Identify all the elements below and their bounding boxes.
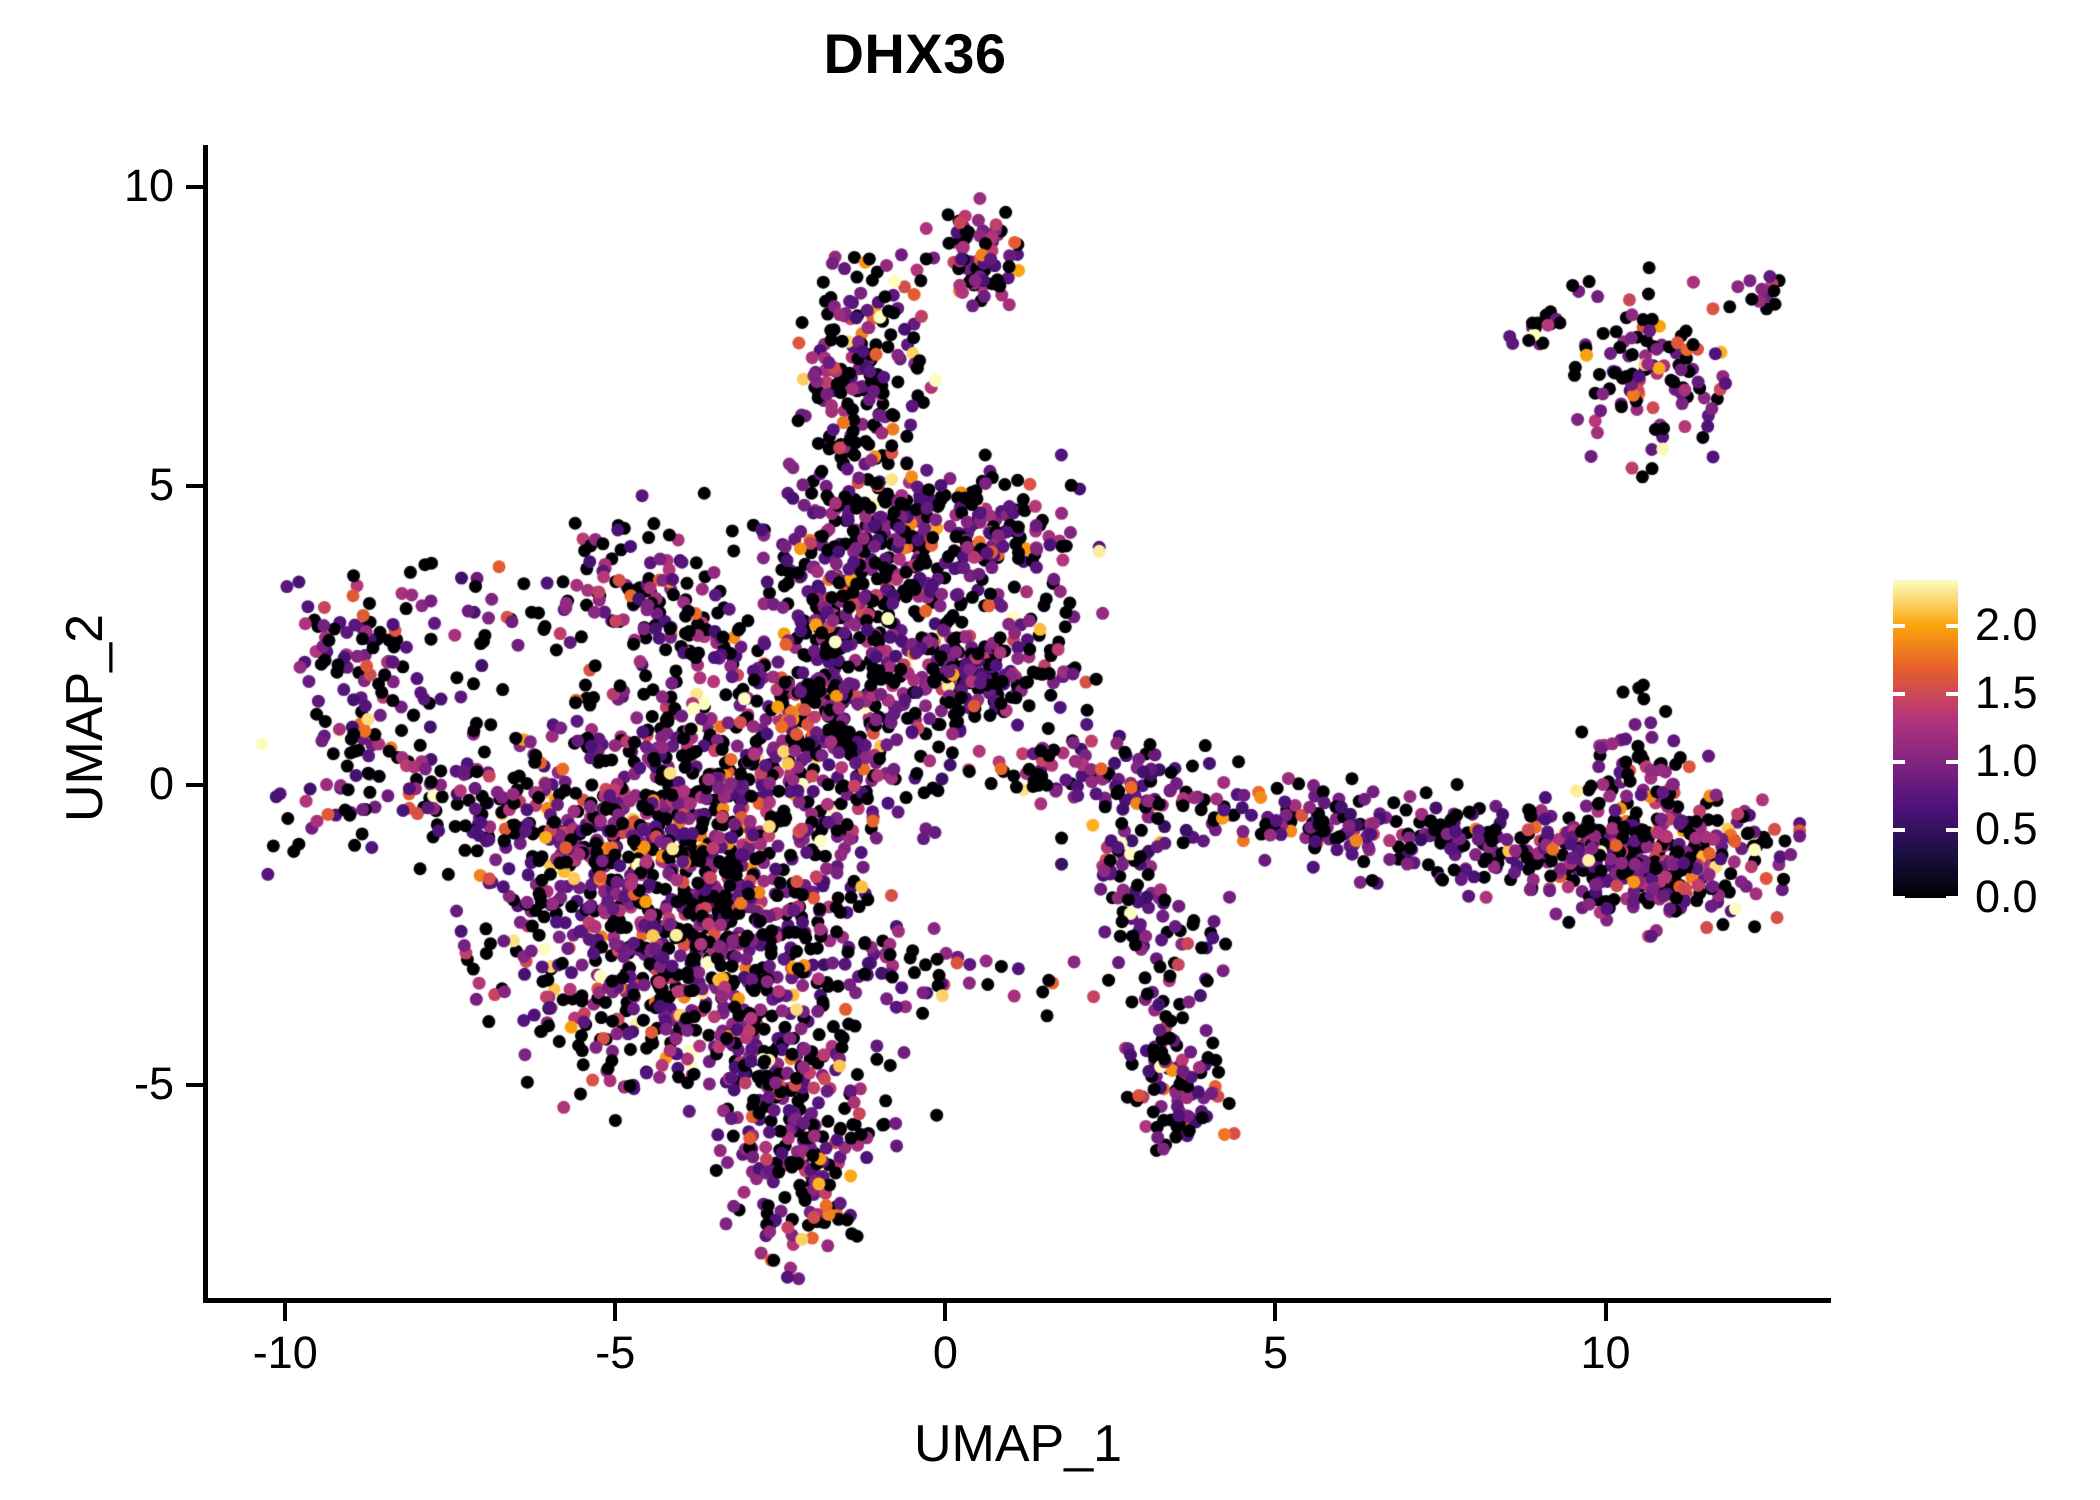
x-tick-label: -5 xyxy=(595,1327,636,1378)
colorbar-gradient xyxy=(1893,580,1958,898)
scatter-plot-panel xyxy=(206,145,1830,1300)
y-tick-mark xyxy=(186,184,204,189)
y-tick-label: 5 xyxy=(148,459,174,511)
color-legend: 2.0 1.5 1.0 0.5 0.0 xyxy=(1893,580,2083,919)
x-tick-label: 0 xyxy=(932,1327,958,1378)
y-axis-title: UMAP_2 xyxy=(56,613,114,823)
colorbar-tick-mark xyxy=(1893,760,1905,765)
x-tick-mark xyxy=(1273,1303,1278,1321)
x-tick-mark xyxy=(943,1303,948,1321)
page-title: DHX36 xyxy=(823,22,1007,85)
colorbar-tick-mark xyxy=(1946,760,1958,765)
x-axis-line xyxy=(203,1298,1831,1303)
x-tick-label: 10 xyxy=(1580,1327,1631,1378)
colorbar-tick-label: 0.0 xyxy=(1975,871,2038,922)
x-tick-mark xyxy=(1603,1303,1608,1321)
scatter-points-layer xyxy=(206,145,1830,1300)
colorbar-tick-mark xyxy=(1946,896,1958,900)
y-axis-line xyxy=(203,145,208,1303)
colorbar-tick-mark xyxy=(1946,692,1958,697)
colorbar-tick-mark xyxy=(1946,828,1958,833)
colorbar-tick-label: 1.5 xyxy=(1975,667,2038,719)
colorbar-tick-mark xyxy=(1893,828,1905,833)
y-tick-label: 0 xyxy=(148,758,174,810)
colorbar-tick-mark xyxy=(1893,624,1905,629)
x-axis-title: UMAP_1 xyxy=(913,1415,1123,1473)
x-tick-mark xyxy=(613,1303,618,1321)
colorbar-tick-label: 0.5 xyxy=(1975,803,2038,855)
colorbar-tick-mark xyxy=(1893,896,1905,900)
x-tick-label: 5 xyxy=(1262,1327,1288,1378)
y-tick-mark xyxy=(186,783,204,788)
x-tick-mark xyxy=(283,1303,288,1321)
y-tick-mark xyxy=(186,484,204,489)
y-tick-mark xyxy=(186,1082,204,1087)
colorbar-tick-mark xyxy=(1946,624,1958,629)
colorbar-tick-label: 1.0 xyxy=(1975,735,2038,787)
colorbar-tick-label: 2.0 xyxy=(1975,599,2038,651)
colorbar-tick-mark xyxy=(1893,692,1905,697)
y-tick-label: 10 xyxy=(123,159,174,211)
x-tick-label: -10 xyxy=(252,1327,318,1378)
y-tick-label: -5 xyxy=(133,1057,174,1109)
